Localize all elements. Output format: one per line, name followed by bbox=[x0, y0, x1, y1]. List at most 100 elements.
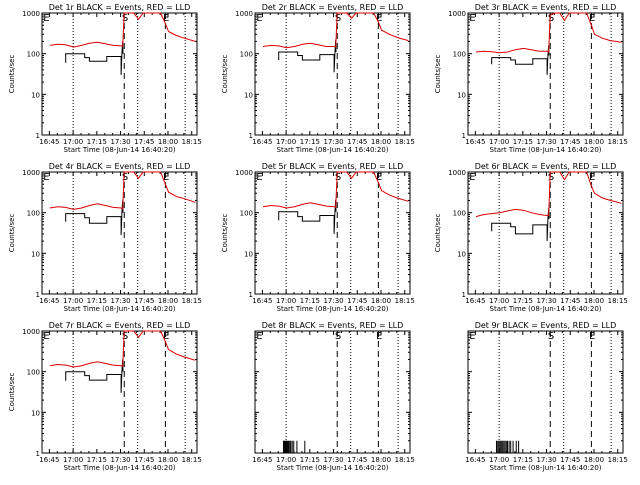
x-tick-label: 18:15 bbox=[395, 456, 415, 464]
lld-line bbox=[262, 12, 409, 49]
events-line bbox=[65, 359, 124, 393]
x-axis-label: Start Time (08-Jun-14 16:40:20) bbox=[64, 146, 176, 154]
x-tick-label: 16:45 bbox=[252, 456, 272, 464]
events-line bbox=[278, 199, 337, 234]
x-tick-label: 16:45 bbox=[252, 297, 272, 305]
y-tick-label: 100 bbox=[240, 210, 253, 218]
x-tick-label: 18:15 bbox=[608, 138, 628, 146]
x-tick-label: 17:45 bbox=[560, 138, 580, 146]
panel-title: Det 8r BLACK = Events, RED = LLD bbox=[262, 321, 404, 330]
plot-frame bbox=[41, 12, 198, 136]
panel-title: Det 4r BLACK = Events, RED = LLD bbox=[49, 162, 191, 171]
marker-label-e: E bbox=[469, 331, 475, 342]
x-tick-label: 17:15 bbox=[513, 297, 533, 305]
x-tick-label: 17:30 bbox=[323, 297, 343, 305]
x-tick-label: 17:00 bbox=[276, 456, 296, 464]
plot-frame bbox=[467, 12, 624, 136]
y-tick-label: 1 bbox=[36, 450, 40, 458]
marker-label-s: S bbox=[335, 13, 341, 24]
y-tick-label: 1000 bbox=[22, 169, 40, 177]
marker-label-e: E bbox=[469, 13, 475, 24]
panel-det-5: Det 5r BLACK = Events, RED = LLD 16:45 17:… bbox=[221, 162, 415, 313]
lld-line bbox=[49, 171, 196, 210]
y-tick-label: 1 bbox=[462, 132, 466, 140]
y-tick-label: 1000 bbox=[22, 10, 40, 18]
x-tick-label: 17:45 bbox=[134, 456, 154, 464]
marker-label-s: S bbox=[122, 331, 128, 342]
x-tick-label: 17:30 bbox=[323, 456, 343, 464]
x-tick-label: 17:30 bbox=[110, 297, 130, 305]
x-tick-label: 17:30 bbox=[110, 456, 130, 464]
x-tick-label: 18:15 bbox=[182, 297, 202, 305]
x-tick-label: 16:45 bbox=[39, 138, 59, 146]
y-tick-label: 1 bbox=[36, 132, 40, 140]
x-tick-label: 17:15 bbox=[513, 138, 533, 146]
panel-det-2: Det 2r BLACK = Events, RED = LLD 16:45 17:… bbox=[221, 3, 415, 154]
x-tick-label: 18:15 bbox=[182, 456, 202, 464]
marker-label-e: E bbox=[43, 172, 49, 183]
events-line bbox=[491, 45, 550, 75]
panel-det-8: Det 8r BLACK = Events, RED = LLD 16:45 17:… bbox=[252, 321, 415, 472]
y-tick-label: 100 bbox=[27, 51, 40, 59]
x-tick-label: 17:00 bbox=[489, 297, 509, 305]
y-tick-label: 10 bbox=[31, 91, 40, 99]
lld-line bbox=[475, 12, 622, 54]
x-tick-label: 17:45 bbox=[560, 297, 580, 305]
y-tick-label: 1 bbox=[249, 132, 253, 140]
x-tick-label: 17:15 bbox=[300, 138, 320, 146]
y-axis-label: Counts/sec bbox=[221, 55, 229, 94]
x-tick-label: 16:45 bbox=[465, 138, 485, 146]
plot-frame bbox=[254, 171, 411, 295]
x-tick-label: 17:30 bbox=[536, 297, 556, 305]
y-tick-label: 1 bbox=[249, 291, 253, 299]
panel-det-1: Det 1r BLACK = Events, RED = LLD 16:45 17:… bbox=[8, 3, 202, 154]
x-tick-label: 17:45 bbox=[134, 138, 154, 146]
plot-frame bbox=[41, 330, 198, 454]
y-tick-label: 1000 bbox=[22, 328, 40, 336]
marker-label-s: S bbox=[548, 172, 554, 183]
lld-line bbox=[49, 12, 196, 48]
events-line bbox=[491, 207, 550, 242]
x-tick-label: 17:15 bbox=[300, 297, 320, 305]
panel-title: Det 1r BLACK = Events, RED = LLD bbox=[49, 3, 191, 12]
marker-label-e: E bbox=[469, 172, 475, 183]
x-tick-label: 17:00 bbox=[489, 138, 509, 146]
y-tick-label: 100 bbox=[27, 369, 40, 377]
x-tick-label: 17:45 bbox=[347, 297, 367, 305]
y-tick-label: 1000 bbox=[448, 169, 466, 177]
x-tick-label: 17:30 bbox=[536, 138, 556, 146]
x-tick-label: 18:00 bbox=[158, 297, 178, 305]
x-tick-label: 17:00 bbox=[276, 297, 296, 305]
x-tick-label: 18:15 bbox=[395, 138, 415, 146]
lld-line bbox=[49, 330, 196, 368]
y-tick-label: 100 bbox=[453, 210, 466, 218]
y-tick-label: 1 bbox=[36, 291, 40, 299]
events-line bbox=[278, 39, 337, 73]
x-tick-label: 16:45 bbox=[465, 297, 485, 305]
x-tick-label: 18:00 bbox=[371, 456, 391, 464]
y-tick-label: 1 bbox=[462, 291, 466, 299]
x-tick-label: 17:15 bbox=[87, 456, 107, 464]
x-tick-label: 17:00 bbox=[63, 297, 83, 305]
panel-det-7: Det 7r BLACK = Events, RED = LLD 16:45 17:… bbox=[8, 321, 202, 472]
y-tick-label: 10 bbox=[244, 250, 253, 258]
y-axis-label: Counts/sec bbox=[434, 214, 442, 253]
x-axis-label: Start Time (08-Jun-14 16:40:20) bbox=[277, 464, 389, 472]
panel-title: Det 6r BLACK = Events, RED = LLD bbox=[475, 162, 617, 171]
x-tick-label: 18:15 bbox=[182, 138, 202, 146]
y-tick-label: 10 bbox=[31, 409, 40, 417]
x-tick-label: 17:45 bbox=[560, 456, 580, 464]
x-tick-label: 17:30 bbox=[536, 456, 556, 464]
marker-label-s: S bbox=[122, 172, 128, 183]
marker-label-s: S bbox=[335, 331, 341, 342]
marker-label-e: E bbox=[256, 13, 262, 24]
x-tick-label: 18:15 bbox=[395, 297, 415, 305]
panel-title: Det 3r BLACK = Events, RED = LLD bbox=[475, 3, 617, 12]
marker-label-e: E bbox=[256, 172, 262, 183]
y-tick-label: 10 bbox=[244, 91, 253, 99]
plot-frame bbox=[467, 330, 624, 454]
x-axis-label: Start Time (08-Jun-14 16:40:20) bbox=[64, 464, 176, 472]
x-tick-label: 18:15 bbox=[608, 456, 628, 464]
x-axis-label: Start Time (08-Jun-14 16:40:20) bbox=[490, 305, 602, 313]
events-line bbox=[65, 41, 124, 75]
